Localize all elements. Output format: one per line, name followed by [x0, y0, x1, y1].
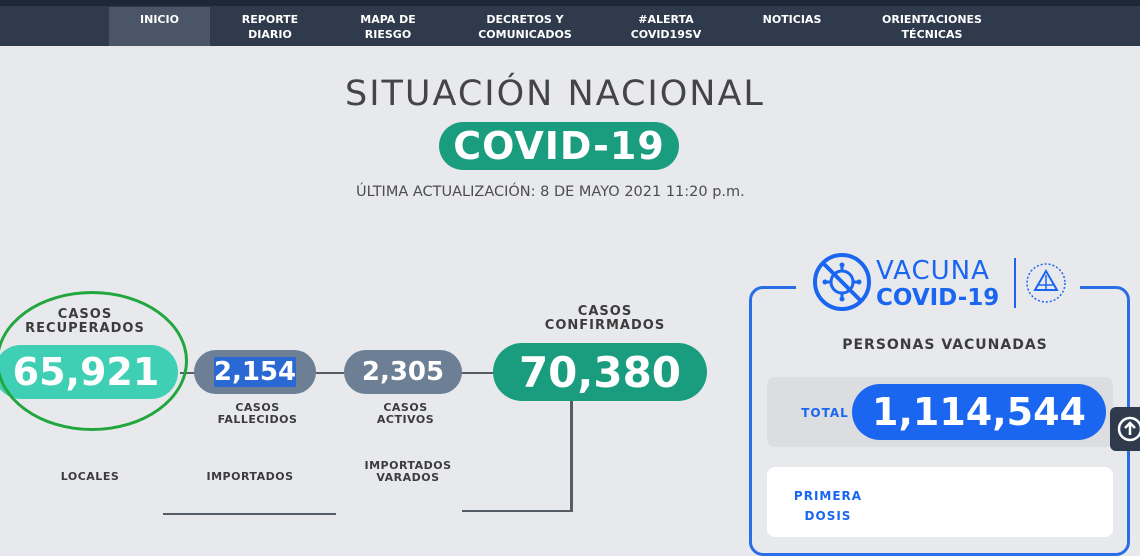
total-label: TOTAL — [801, 406, 849, 420]
covid-badge: COVID-19 — [439, 122, 679, 170]
nav-alerta-covid19sv[interactable]: #ALERTA COVID19SV — [630, 13, 702, 41]
fallecidos-label: CASOS FALLECIDOS — [217, 401, 298, 426]
virus-crossed-icon — [813, 253, 871, 311]
page-title: SITUACIÓN NACIONAL — [345, 74, 765, 114]
activos-label: CASOS ACTIVOS — [376, 401, 435, 426]
nav-reporte-diario[interactable]: REPORTE DIARIO — [241, 13, 299, 41]
first-dose-label: PRIMERA DOSIS — [793, 489, 863, 523]
importados-varados-label: IMPORTADOS VARADOS — [364, 459, 452, 484]
importados-label: IMPORTADOS — [206, 470, 294, 483]
arrow-up-icon — [1117, 416, 1140, 442]
breakdown-line — [163, 513, 336, 515]
activos-value: 2,305 — [344, 350, 462, 394]
vaccine-covid-word: COVID-19 — [876, 285, 1000, 311]
connector-line — [180, 372, 500, 374]
annotation-ellipse — [0, 291, 188, 431]
vaccinated-heading: PERSONAS VACUNADAS — [842, 337, 1048, 353]
locales-label: LOCALES — [60, 470, 120, 483]
confirmados-label: CASOS CONFIRMADOS — [544, 304, 666, 333]
last-updated: ÚLTIMA ACTUALIZACIÓN: 8 DE MAYO 2021 11:… — [356, 184, 745, 200]
nav-inicio[interactable]: INICIO — [109, 7, 210, 46]
scroll-top-button[interactable] — [1110, 407, 1140, 451]
confirmados-value: 70,380 — [493, 343, 707, 401]
nav-mapa-de-riesgo[interactable]: MAPA DE RIESGO — [360, 13, 416, 41]
total-value: 1,114,544 — [852, 384, 1106, 440]
fallecidos-pill: 2,154 — [194, 350, 316, 394]
national-emblem-icon — [1026, 263, 1066, 303]
logo-divider — [1014, 258, 1016, 308]
top-strip — [0, 0, 1140, 6]
vaccine-word: VACUNA — [876, 256, 990, 286]
nav-decretos-y-comunicados[interactable]: DECRETOS Y COMUNICADOS — [478, 13, 572, 41]
nav-noticias[interactable]: NOTICIAS — [762, 13, 822, 26]
fallecidos-value: 2,154 — [213, 357, 297, 387]
confirmados-drop-line — [570, 400, 573, 512]
first-dose-box — [767, 467, 1113, 537]
nav-orientaciones-tecnicas[interactable]: ORIENTACIONES TÉCNICAS — [882, 13, 982, 41]
confirmados-bottom-line — [462, 510, 573, 512]
